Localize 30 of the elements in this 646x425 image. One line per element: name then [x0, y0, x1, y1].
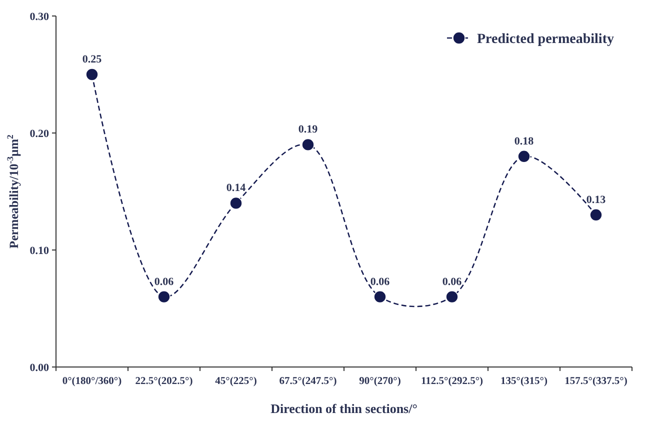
point [374, 290, 386, 304]
point [302, 138, 314, 152]
y-tick-label: 0.10 [30, 244, 50, 257]
data-label: 0.19 [298, 124, 318, 136]
point [230, 196, 242, 210]
data-label: 0.25 [82, 54, 102, 66]
x-tick-label: 67.5°(247.5°) [279, 376, 338, 387]
data-label: 0.18 [514, 135, 534, 148]
x-tick-label: 0°(180°/360°) [62, 376, 122, 387]
point [446, 290, 458, 304]
x-tick-label: 45°(225°) [215, 376, 258, 387]
y-tick-label: 0.00 [30, 362, 50, 374]
y-tick-label: 0.30 [30, 10, 50, 23]
data-label: 0.06 [442, 276, 462, 288]
x-axis-title: Direction of thin sections/° [270, 401, 418, 416]
point [590, 208, 602, 222]
x-tick-label: 90°(270°) [359, 376, 402, 387]
y-tick-label: 0.20 [30, 128, 50, 140]
x-tick-label: 135°(315°) [500, 376, 548, 387]
point [158, 290, 170, 304]
x-tick-label: 22.5°(202.5°) [135, 376, 194, 387]
data-label: 0.13 [586, 194, 606, 206]
data-label: 0.06 [370, 276, 390, 288]
x-tick-label: 112.5°(292.5°) [420, 376, 484, 387]
point [86, 68, 98, 81]
x-tick-label: 157.5°(337.5°) [564, 376, 628, 387]
legend-label: Predicted permeability [477, 32, 614, 47]
data-label: 0.14 [226, 182, 246, 194]
data-label: 0.06 [154, 276, 174, 288]
point [518, 150, 530, 163]
